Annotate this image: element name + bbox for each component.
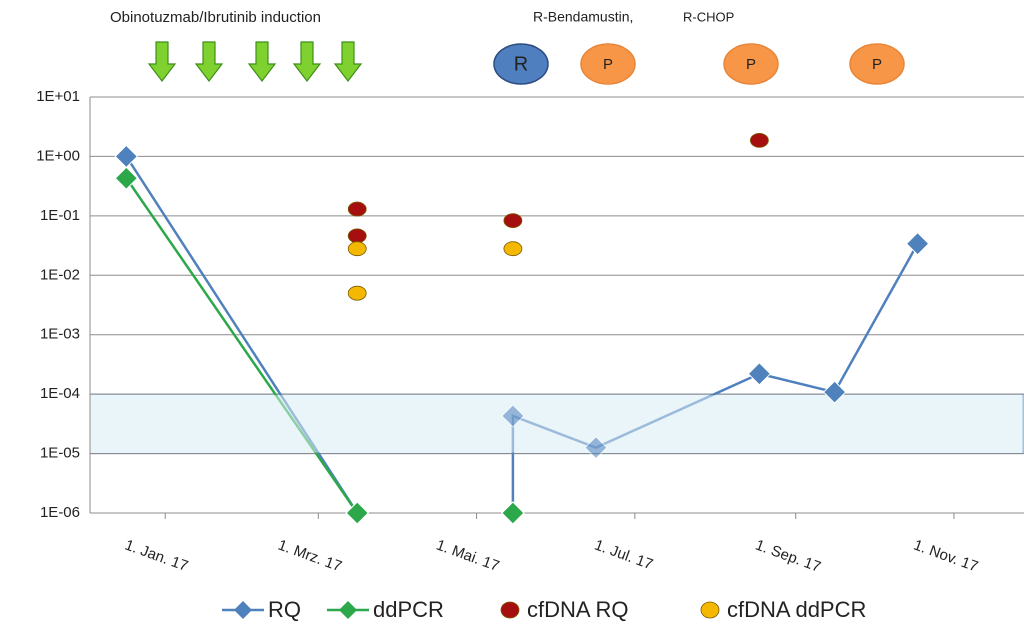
y-tick-label: 1E-03 <box>40 326 80 343</box>
band-overlay <box>91 395 1023 453</box>
data-point <box>347 201 367 217</box>
data-point <box>114 166 139 190</box>
therapy-marker-label: P <box>603 56 613 73</box>
legend-label: cfDNA ddPCR <box>727 597 866 622</box>
therapy-marker <box>493 43 549 85</box>
therapy-marker-label: R <box>514 53 528 75</box>
data-point <box>501 404 525 428</box>
x-tick-label: 1. Mrz. 17 <box>276 537 344 576</box>
data-point <box>749 133 769 148</box>
legend-swatch <box>700 601 720 619</box>
data-point <box>501 501 525 525</box>
y-tick-label: 1E-05 <box>40 445 80 462</box>
x-tick-label: 1. Jan. 17 <box>123 537 191 576</box>
therapy-marker <box>849 43 905 85</box>
legend-label: RQ <box>268 597 301 622</box>
y-tick-label: 1E-01 <box>40 207 80 224</box>
x-tick-label: 1. Mai. 17 <box>434 537 502 576</box>
y-tick-label: 1E+00 <box>36 147 80 164</box>
data-point <box>345 501 369 525</box>
series-line <box>126 178 513 513</box>
therapy-marker-label: P <box>746 56 756 73</box>
data-point <box>503 241 523 257</box>
legend-swatch <box>500 601 520 619</box>
data-point <box>347 285 367 301</box>
x-tick-label: 1. Nov. 17 <box>911 537 980 576</box>
arrow <box>333 41 363 82</box>
data-point <box>747 362 772 386</box>
data-point <box>347 241 367 257</box>
data-point <box>905 231 930 256</box>
therapy-marker <box>723 43 779 85</box>
y-tick-label: 1E-02 <box>40 266 80 283</box>
arrow <box>194 41 224 82</box>
therapy-label: R-Bendamustin, <box>533 9 633 25</box>
legend-swatch <box>234 601 252 619</box>
y-tick-label: 1E-06 <box>40 504 80 521</box>
therapy-marker-label: P <box>872 56 882 73</box>
y-tick-label: 1E-04 <box>40 385 80 402</box>
therapy-label: R-CHOP <box>683 9 734 24</box>
x-tick-label: 1. Jul. 17 <box>592 537 655 574</box>
x-tick-label: 1. Sep. 17 <box>753 537 823 576</box>
arrow <box>147 41 177 82</box>
therapy-marker <box>580 43 636 85</box>
legend-label: cfDNA RQ <box>527 597 628 622</box>
data-point <box>822 380 847 404</box>
y-tick-label: 1E+01 <box>36 88 80 105</box>
legend-label: ddPCR <box>373 597 444 622</box>
arrow <box>247 41 277 82</box>
legend-swatch <box>339 601 357 619</box>
data-point <box>584 435 608 460</box>
data-point <box>114 144 139 169</box>
induction-label: Obinotuzmab/Ibrutinib induction <box>110 9 321 26</box>
data-point <box>503 213 523 229</box>
data-point <box>347 228 367 244</box>
induction-arrows <box>147 41 363 82</box>
arrow <box>292 41 322 82</box>
